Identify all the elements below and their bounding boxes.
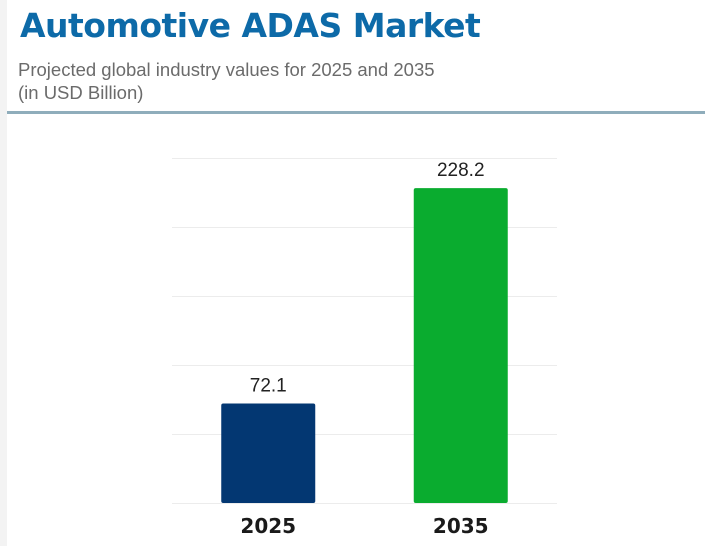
bar-2025 (221, 403, 316, 503)
x-axis-labels: 2025 2035 (240, 514, 488, 538)
subtitle-line-2: (in USD Billion) (18, 82, 144, 103)
left-margin-strip (0, 0, 7, 546)
x-label-2035: 2035 (433, 514, 489, 538)
subtitle-line-1: Projected global industry values for 202… (18, 59, 435, 80)
bar-2035 (413, 188, 508, 504)
header-divider (7, 111, 705, 114)
bars (221, 188, 508, 504)
chart-subtitle: Projected global industry values for 202… (18, 58, 435, 104)
value-labels: 72.1 228.2 (250, 160, 485, 396)
value-label-2035: 228.2 (437, 160, 485, 181)
value-label-2025: 72.1 (250, 376, 287, 397)
x-label-2025: 2025 (240, 514, 296, 538)
chart-title: Automotive ADAS Market (20, 6, 481, 45)
